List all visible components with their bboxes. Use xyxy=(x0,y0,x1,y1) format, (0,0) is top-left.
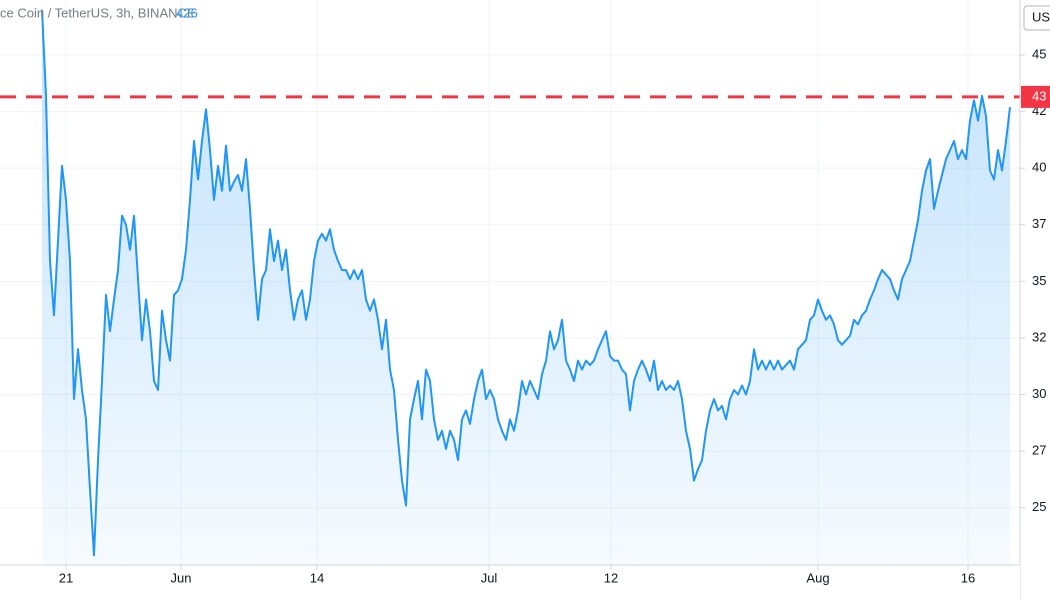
x-tick-label: Jun xyxy=(171,570,192,585)
y-tick-label: 35 xyxy=(1032,273,1046,288)
area xyxy=(42,9,1010,565)
x-tick-label: Aug xyxy=(806,570,829,585)
y-tick-label: 45 xyxy=(1032,46,1046,61)
y-tick-label: 25 xyxy=(1032,499,1046,514)
line xyxy=(41,9,1011,557)
price-tag xyxy=(1021,85,1050,108)
y-tick-label: 27 xyxy=(1032,443,1046,458)
x-tick-label: 14 xyxy=(310,570,324,585)
y-tick-label: 40 xyxy=(1032,160,1046,175)
axis-label: US xyxy=(1032,9,1050,24)
price-tag-label: 43 xyxy=(1032,88,1046,103)
currency-box[interactable] xyxy=(1023,5,1050,31)
y-tick-label: 32 xyxy=(1032,329,1046,344)
x-tick-label: 16 xyxy=(961,570,975,585)
y-tick-label: 30 xyxy=(1032,386,1046,401)
last-value: 426 xyxy=(176,5,198,20)
y-tick-label: 37 xyxy=(1032,216,1046,231)
chart-title: ce Coin / TetherUS, 3h, BINANCE xyxy=(0,5,196,20)
x-tick-label: 12 xyxy=(604,570,618,585)
x-tick-label: 21 xyxy=(59,570,73,585)
x-tick-label: Jul xyxy=(481,570,498,585)
time-axis-bg xyxy=(0,565,1020,600)
